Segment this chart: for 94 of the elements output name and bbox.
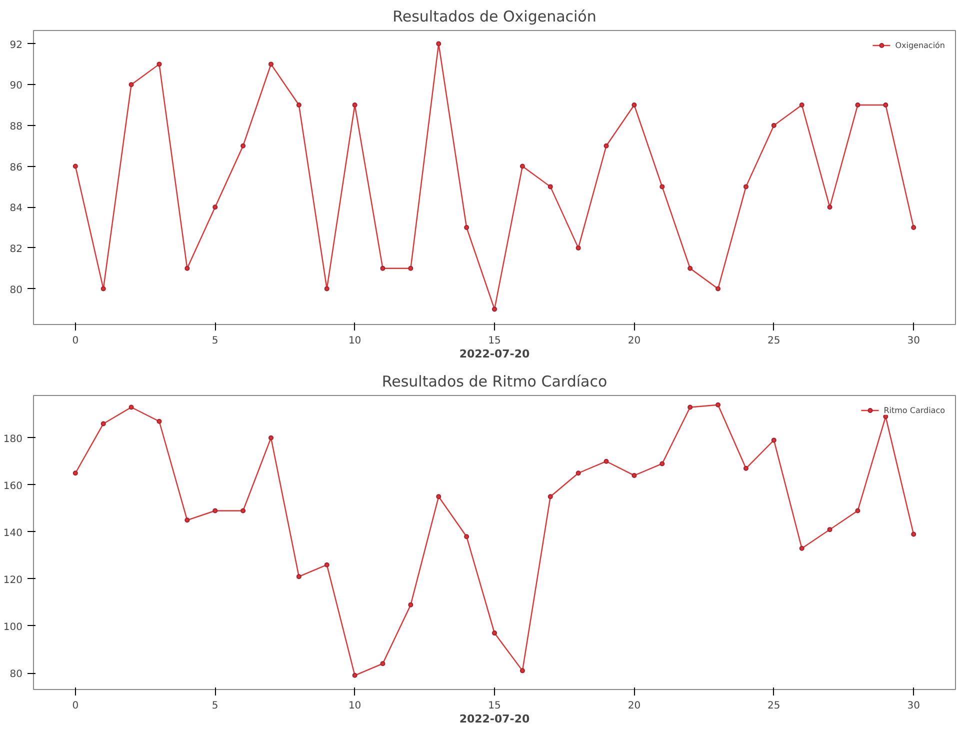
point <box>883 102 888 108</box>
point <box>100 421 106 426</box>
point <box>212 204 218 210</box>
point <box>72 164 78 169</box>
point <box>520 668 525 674</box>
point <box>548 494 553 500</box>
x-axis-title: 2022-07-20 <box>459 348 530 360</box>
x-tick-label: 15 <box>488 700 501 712</box>
point <box>296 102 302 108</box>
point <box>771 438 776 443</box>
point <box>128 82 134 88</box>
x-tick-label: 20 <box>628 336 641 346</box>
point <box>827 527 832 532</box>
point <box>464 534 470 540</box>
x-tick-label: 10 <box>348 700 362 712</box>
y-tick-label: 120 <box>3 574 23 586</box>
y-tick-label: 80 <box>10 284 23 296</box>
x-tick-label: 10 <box>348 336 362 346</box>
point <box>632 102 637 108</box>
point <box>184 518 190 523</box>
y-tick-label: 88 <box>10 121 23 132</box>
point <box>184 266 190 271</box>
chart-title: Resultados de Oxigenación <box>392 8 596 26</box>
point <box>128 404 134 410</box>
point <box>743 466 748 471</box>
point <box>380 266 386 271</box>
point <box>100 286 106 292</box>
point <box>632 472 637 478</box>
y-tick-label: 84 <box>10 203 23 214</box>
x-tick-label: 25 <box>768 336 780 346</box>
x-tick-label: 30 <box>907 336 920 346</box>
point <box>855 102 860 108</box>
point <box>296 574 302 580</box>
point <box>771 122 776 128</box>
y-tick-label: 92 <box>10 40 23 51</box>
x-axis-title: 2022-07-20 <box>459 712 530 726</box>
point <box>72 470 78 476</box>
x-tick-label: 5 <box>212 700 218 712</box>
x-tick-label: 20 <box>628 700 641 712</box>
x-tick-label: 30 <box>907 700 920 712</box>
y-tick-label: 82 <box>10 244 23 255</box>
point <box>212 508 218 514</box>
point <box>324 286 330 292</box>
y-tick-label: 80 <box>10 669 23 680</box>
legend-label: Oxigenación <box>895 40 945 50</box>
x-tick-label: 0 <box>72 700 79 712</box>
point <box>408 266 414 271</box>
point <box>492 630 497 636</box>
point <box>716 286 721 292</box>
y-tick-label: 180 <box>3 434 23 445</box>
y-tick-label: 140 <box>3 528 23 539</box>
point <box>464 225 470 230</box>
point <box>380 661 386 666</box>
point <box>604 143 609 148</box>
point <box>492 306 497 312</box>
point <box>548 184 553 190</box>
point <box>240 143 246 148</box>
point <box>660 184 665 190</box>
point <box>660 461 665 466</box>
point <box>576 245 581 250</box>
point <box>156 418 162 424</box>
legend-label: Ritmo Cardiaco <box>884 406 945 414</box>
y-tick-label: 160 <box>3 480 23 492</box>
point <box>436 41 442 46</box>
y-tick-label: 100 <box>3 622 23 633</box>
point <box>268 435 274 440</box>
point <box>268 62 274 67</box>
point <box>156 62 162 67</box>
point <box>716 402 721 408</box>
point <box>352 102 358 108</box>
point <box>520 164 525 169</box>
point <box>324 562 330 568</box>
point <box>352 672 358 678</box>
point <box>604 458 609 464</box>
point <box>240 508 246 514</box>
point <box>436 494 442 500</box>
x-tick-label: 0 <box>72 336 79 346</box>
x-tick-label: 15 <box>488 336 501 346</box>
point <box>799 102 804 108</box>
x-tick-label: 5 <box>212 336 218 346</box>
chart-title: Resultados de Ritmo Cardíaco <box>382 372 608 390</box>
point <box>911 532 916 537</box>
point <box>688 266 693 271</box>
point <box>688 404 693 410</box>
point <box>408 602 414 608</box>
y-tick-label: 90 <box>10 80 23 92</box>
x-tick-label: 25 <box>768 700 780 712</box>
point <box>576 470 581 476</box>
point <box>827 204 832 210</box>
point <box>799 546 804 551</box>
point <box>743 184 748 190</box>
point <box>855 508 860 514</box>
y-tick-label: 86 <box>10 162 23 174</box>
point <box>911 225 916 230</box>
